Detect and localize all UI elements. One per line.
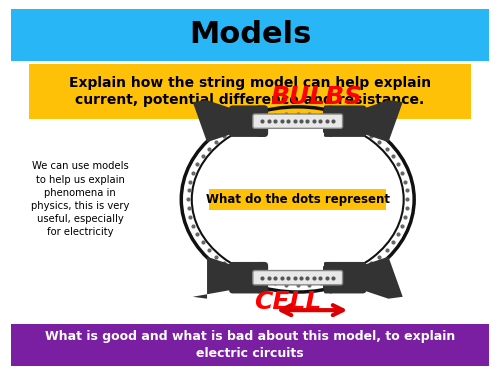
Polygon shape (192, 257, 236, 299)
Polygon shape (192, 100, 236, 142)
FancyBboxPatch shape (12, 9, 488, 61)
FancyBboxPatch shape (257, 262, 266, 278)
FancyBboxPatch shape (324, 122, 332, 137)
FancyBboxPatch shape (323, 266, 332, 284)
FancyBboxPatch shape (257, 272, 266, 290)
FancyBboxPatch shape (257, 122, 266, 137)
FancyBboxPatch shape (12, 324, 488, 366)
Text: CELL: CELL (254, 290, 322, 314)
FancyBboxPatch shape (328, 262, 366, 294)
FancyBboxPatch shape (257, 278, 266, 294)
Polygon shape (360, 257, 403, 299)
FancyBboxPatch shape (323, 115, 332, 133)
FancyBboxPatch shape (257, 109, 266, 128)
FancyBboxPatch shape (328, 105, 366, 137)
FancyBboxPatch shape (28, 64, 471, 119)
FancyBboxPatch shape (324, 262, 332, 278)
FancyBboxPatch shape (210, 189, 386, 210)
FancyBboxPatch shape (323, 109, 332, 128)
FancyBboxPatch shape (257, 266, 266, 284)
Polygon shape (360, 100, 403, 142)
FancyBboxPatch shape (257, 105, 266, 122)
Text: We can use models
to help us explain
phenomena in
physics, this is very
useful, : We can use models to help us explain phe… (31, 161, 130, 237)
FancyBboxPatch shape (229, 262, 268, 294)
FancyBboxPatch shape (257, 115, 266, 133)
Text: BULBS: BULBS (271, 85, 363, 109)
FancyBboxPatch shape (253, 114, 342, 128)
Text: Models: Models (189, 20, 311, 49)
FancyBboxPatch shape (324, 278, 332, 294)
FancyBboxPatch shape (253, 270, 342, 285)
FancyBboxPatch shape (229, 105, 268, 137)
Text: Explain how the string model can help explain
current, potential difference and : Explain how the string model can help ex… (69, 76, 431, 107)
FancyBboxPatch shape (324, 105, 332, 122)
Text: What is good and what is bad about this model, to explain
electric circuits: What is good and what is bad about this … (45, 330, 455, 360)
Text: What do the dots represent: What do the dots represent (206, 193, 390, 206)
FancyBboxPatch shape (323, 272, 332, 290)
